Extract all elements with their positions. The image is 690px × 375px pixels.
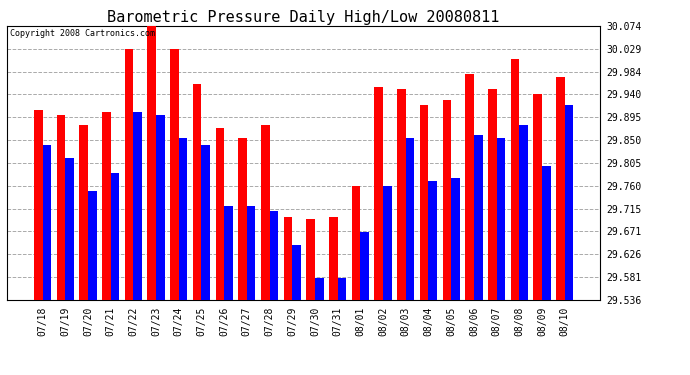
Bar	[34, 110, 43, 300]
Bar	[261, 125, 270, 300]
Bar	[224, 206, 233, 300]
Bar	[428, 181, 437, 300]
Bar	[564, 105, 573, 300]
Bar	[306, 219, 315, 300]
Bar	[125, 49, 133, 300]
Bar	[451, 178, 460, 300]
Bar	[201, 146, 210, 300]
Bar	[193, 84, 201, 300]
Bar	[238, 138, 247, 300]
Bar	[520, 125, 528, 300]
Bar	[329, 216, 337, 300]
Bar	[110, 173, 119, 300]
Bar	[247, 206, 255, 300]
Bar	[43, 146, 51, 300]
Bar	[420, 105, 428, 300]
Bar	[511, 59, 520, 300]
Bar	[65, 158, 74, 300]
Bar	[270, 211, 278, 300]
Title: Barometric Pressure Daily High/Low 20080811: Barometric Pressure Daily High/Low 20080…	[108, 10, 500, 25]
Bar	[315, 278, 324, 300]
Bar	[497, 138, 505, 300]
Bar	[465, 74, 474, 300]
Bar	[79, 125, 88, 300]
Bar	[474, 135, 482, 300]
Bar	[179, 138, 188, 300]
Bar	[406, 138, 415, 300]
Bar	[170, 49, 179, 300]
Bar	[442, 99, 451, 300]
Bar	[556, 76, 564, 300]
Text: Copyright 2008 Cartronics.com: Copyright 2008 Cartronics.com	[10, 29, 155, 38]
Bar	[383, 186, 392, 300]
Bar	[360, 232, 369, 300]
Bar	[337, 278, 346, 300]
Bar	[133, 112, 142, 300]
Bar	[102, 112, 110, 300]
Bar	[215, 128, 224, 300]
Bar	[542, 166, 551, 300]
Bar	[57, 115, 65, 300]
Bar	[397, 89, 406, 300]
Bar	[488, 89, 497, 300]
Bar	[148, 26, 156, 300]
Bar	[88, 191, 97, 300]
Bar	[293, 244, 301, 300]
Bar	[375, 87, 383, 300]
Bar	[284, 216, 293, 300]
Bar	[352, 186, 360, 300]
Bar	[156, 115, 165, 300]
Bar	[533, 94, 542, 300]
